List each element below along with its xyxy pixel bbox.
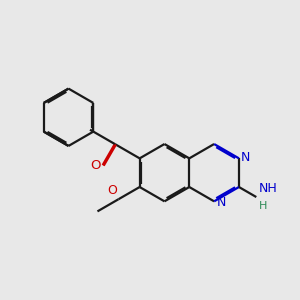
Text: O: O (90, 159, 101, 172)
Text: N: N (216, 196, 226, 209)
Text: N: N (241, 151, 250, 164)
Text: NH: NH (259, 182, 278, 195)
Text: O: O (107, 184, 117, 197)
Text: H: H (259, 201, 267, 211)
